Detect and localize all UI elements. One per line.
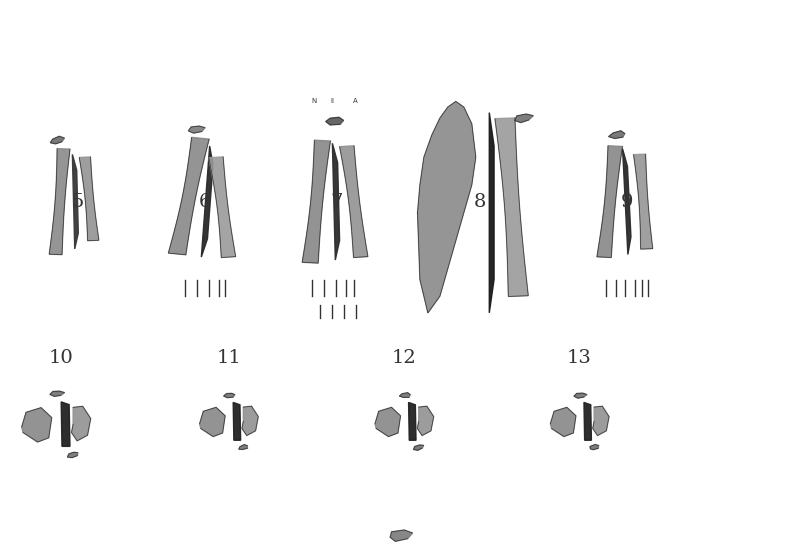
Polygon shape (514, 114, 534, 122)
Text: 8: 8 (474, 193, 486, 211)
Polygon shape (72, 154, 78, 249)
Polygon shape (390, 530, 413, 541)
Polygon shape (302, 140, 330, 263)
Polygon shape (340, 146, 368, 258)
Polygon shape (224, 394, 235, 397)
Text: 13: 13 (567, 349, 592, 367)
Text: 6: 6 (198, 193, 211, 211)
Polygon shape (414, 445, 424, 451)
Polygon shape (188, 126, 205, 133)
Polygon shape (326, 117, 343, 125)
Polygon shape (550, 408, 576, 437)
Text: 12: 12 (392, 349, 416, 367)
Text: 7: 7 (330, 193, 342, 211)
Polygon shape (409, 402, 416, 440)
Polygon shape (169, 138, 209, 255)
Polygon shape (418, 102, 476, 313)
Polygon shape (233, 402, 241, 440)
Text: 11: 11 (216, 349, 241, 367)
Polygon shape (634, 154, 653, 249)
Polygon shape (242, 406, 258, 435)
Polygon shape (490, 112, 494, 313)
Polygon shape (332, 143, 339, 260)
Text: II: II (330, 98, 334, 105)
Polygon shape (50, 136, 64, 144)
Polygon shape (71, 406, 90, 441)
Polygon shape (597, 146, 622, 258)
Polygon shape (22, 408, 52, 442)
Polygon shape (399, 393, 410, 397)
Polygon shape (495, 118, 528, 296)
Polygon shape (202, 146, 213, 257)
Polygon shape (609, 131, 625, 139)
Polygon shape (67, 452, 78, 458)
Polygon shape (418, 406, 434, 435)
Polygon shape (200, 408, 225, 437)
Polygon shape (50, 149, 70, 255)
Text: 10: 10 (49, 349, 74, 367)
Text: 9: 9 (621, 193, 634, 211)
Polygon shape (61, 402, 70, 447)
Polygon shape (79, 157, 99, 241)
Polygon shape (239, 444, 247, 449)
Text: 5: 5 (71, 193, 83, 211)
Polygon shape (622, 149, 631, 254)
Polygon shape (590, 444, 598, 449)
Polygon shape (574, 393, 586, 398)
Polygon shape (584, 402, 591, 440)
Polygon shape (50, 391, 65, 396)
Polygon shape (375, 408, 401, 437)
Polygon shape (593, 406, 609, 435)
Text: N: N (311, 98, 317, 105)
Polygon shape (209, 157, 236, 258)
Text: A: A (353, 98, 358, 105)
